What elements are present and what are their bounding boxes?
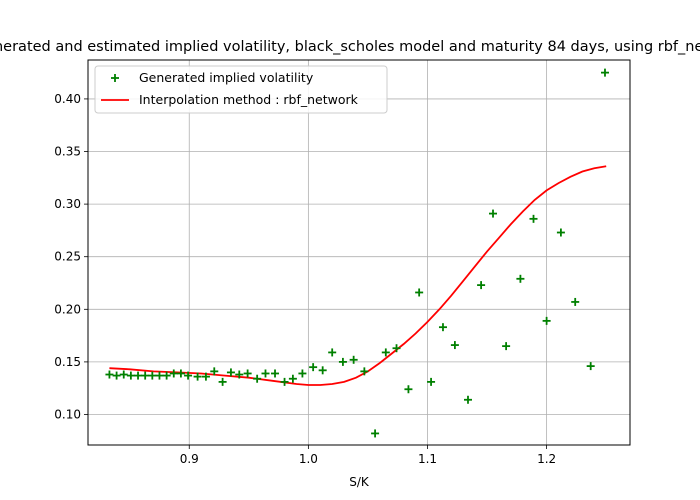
scatter-point: [371, 429, 380, 438]
x-tick-label: 0.9: [180, 452, 199, 466]
scatter-point: [381, 348, 390, 357]
scatter-point: [415, 288, 424, 297]
scatter-point: [176, 369, 185, 378]
scatter-point: [288, 374, 297, 383]
scatter-point: [360, 367, 369, 376]
scatter-point: [529, 214, 538, 223]
scatter-point: [489, 209, 498, 218]
y-tick-label: 0.15: [54, 355, 81, 369]
scatter-point: [404, 385, 413, 394]
scatter-point: [112, 371, 121, 380]
scatter-point: [338, 357, 347, 366]
scatter-point: [201, 372, 210, 381]
x-tick-label: 1.1: [418, 452, 437, 466]
scatter-point: [349, 355, 358, 364]
scatter-point: [318, 366, 327, 375]
scatter-point: [392, 344, 401, 353]
scatter-point: [542, 316, 551, 325]
y-tick-label: 0.40: [54, 92, 81, 106]
interpolation-series: [109, 165, 607, 386]
legend-entry-interpolation: Interpolation method : rbf_network: [139, 92, 359, 107]
scatter-point: [148, 371, 157, 380]
scatter-series: [105, 68, 609, 438]
scatter-point: [243, 369, 252, 378]
scatter-point: [226, 368, 235, 377]
scatter-point: [556, 228, 565, 237]
y-tick-label: 0.10: [54, 407, 81, 421]
x-axis-label: S/K: [349, 475, 370, 489]
scatter-point: [141, 371, 150, 380]
scatter-point: [450, 341, 459, 350]
scatter-point: [463, 395, 472, 404]
y-tick-label: 0.25: [54, 250, 81, 264]
scatter-point: [134, 371, 143, 380]
legend-frame: [94, 65, 388, 114]
scatter-point: [571, 297, 580, 306]
plot-frame: [87, 59, 631, 446]
legend-entry-generated: Generated implied volatility: [139, 70, 314, 85]
scatter-point: [309, 363, 318, 372]
scatter-point: [193, 372, 202, 381]
scatter-point: [298, 369, 307, 378]
scatter-point: [184, 371, 193, 380]
scatter-point: [218, 377, 227, 386]
legend: Generated implied volatility Interpolati…: [94, 65, 388, 114]
scatter-point: [427, 377, 436, 386]
y-tick-label: 0.20: [54, 302, 81, 316]
scatter-point: [105, 370, 114, 379]
scatter-point: [271, 369, 280, 378]
y-tick-label: 0.35: [54, 145, 81, 159]
axis-ticks: 0.9 1.0 1.1 1.2 0.10 0.15 0.20 0.25 0.30 0.35 0.40: [54, 92, 556, 466]
scatter-point: [600, 68, 609, 77]
scatter-point: [155, 371, 164, 380]
scatter-point: [502, 342, 511, 351]
scatter-point: [516, 274, 525, 283]
scatter-point: [210, 367, 219, 376]
scatter-point: [126, 371, 135, 380]
interpolation-line: [109, 165, 607, 386]
scatter-point: [586, 362, 595, 371]
x-tick-label: 1.2: [537, 452, 556, 466]
y-tick-label: 0.30: [54, 197, 81, 211]
chart-title: Generated and estimated implied volatili…: [0, 39, 700, 55]
scatter-point: [235, 370, 244, 379]
scatter-point: [162, 371, 171, 380]
scatter-point: [253, 374, 262, 383]
scatter-point: [438, 323, 447, 332]
scatter-point: [261, 369, 270, 378]
scatter-point: [169, 369, 178, 378]
scatter-point: [119, 370, 128, 379]
x-tick-label: 1.0: [299, 452, 318, 466]
legend-scatter-marker: [111, 74, 119, 82]
scatter-point: [328, 348, 337, 357]
scatter-point: [280, 377, 289, 386]
scatter-point: [477, 281, 486, 290]
